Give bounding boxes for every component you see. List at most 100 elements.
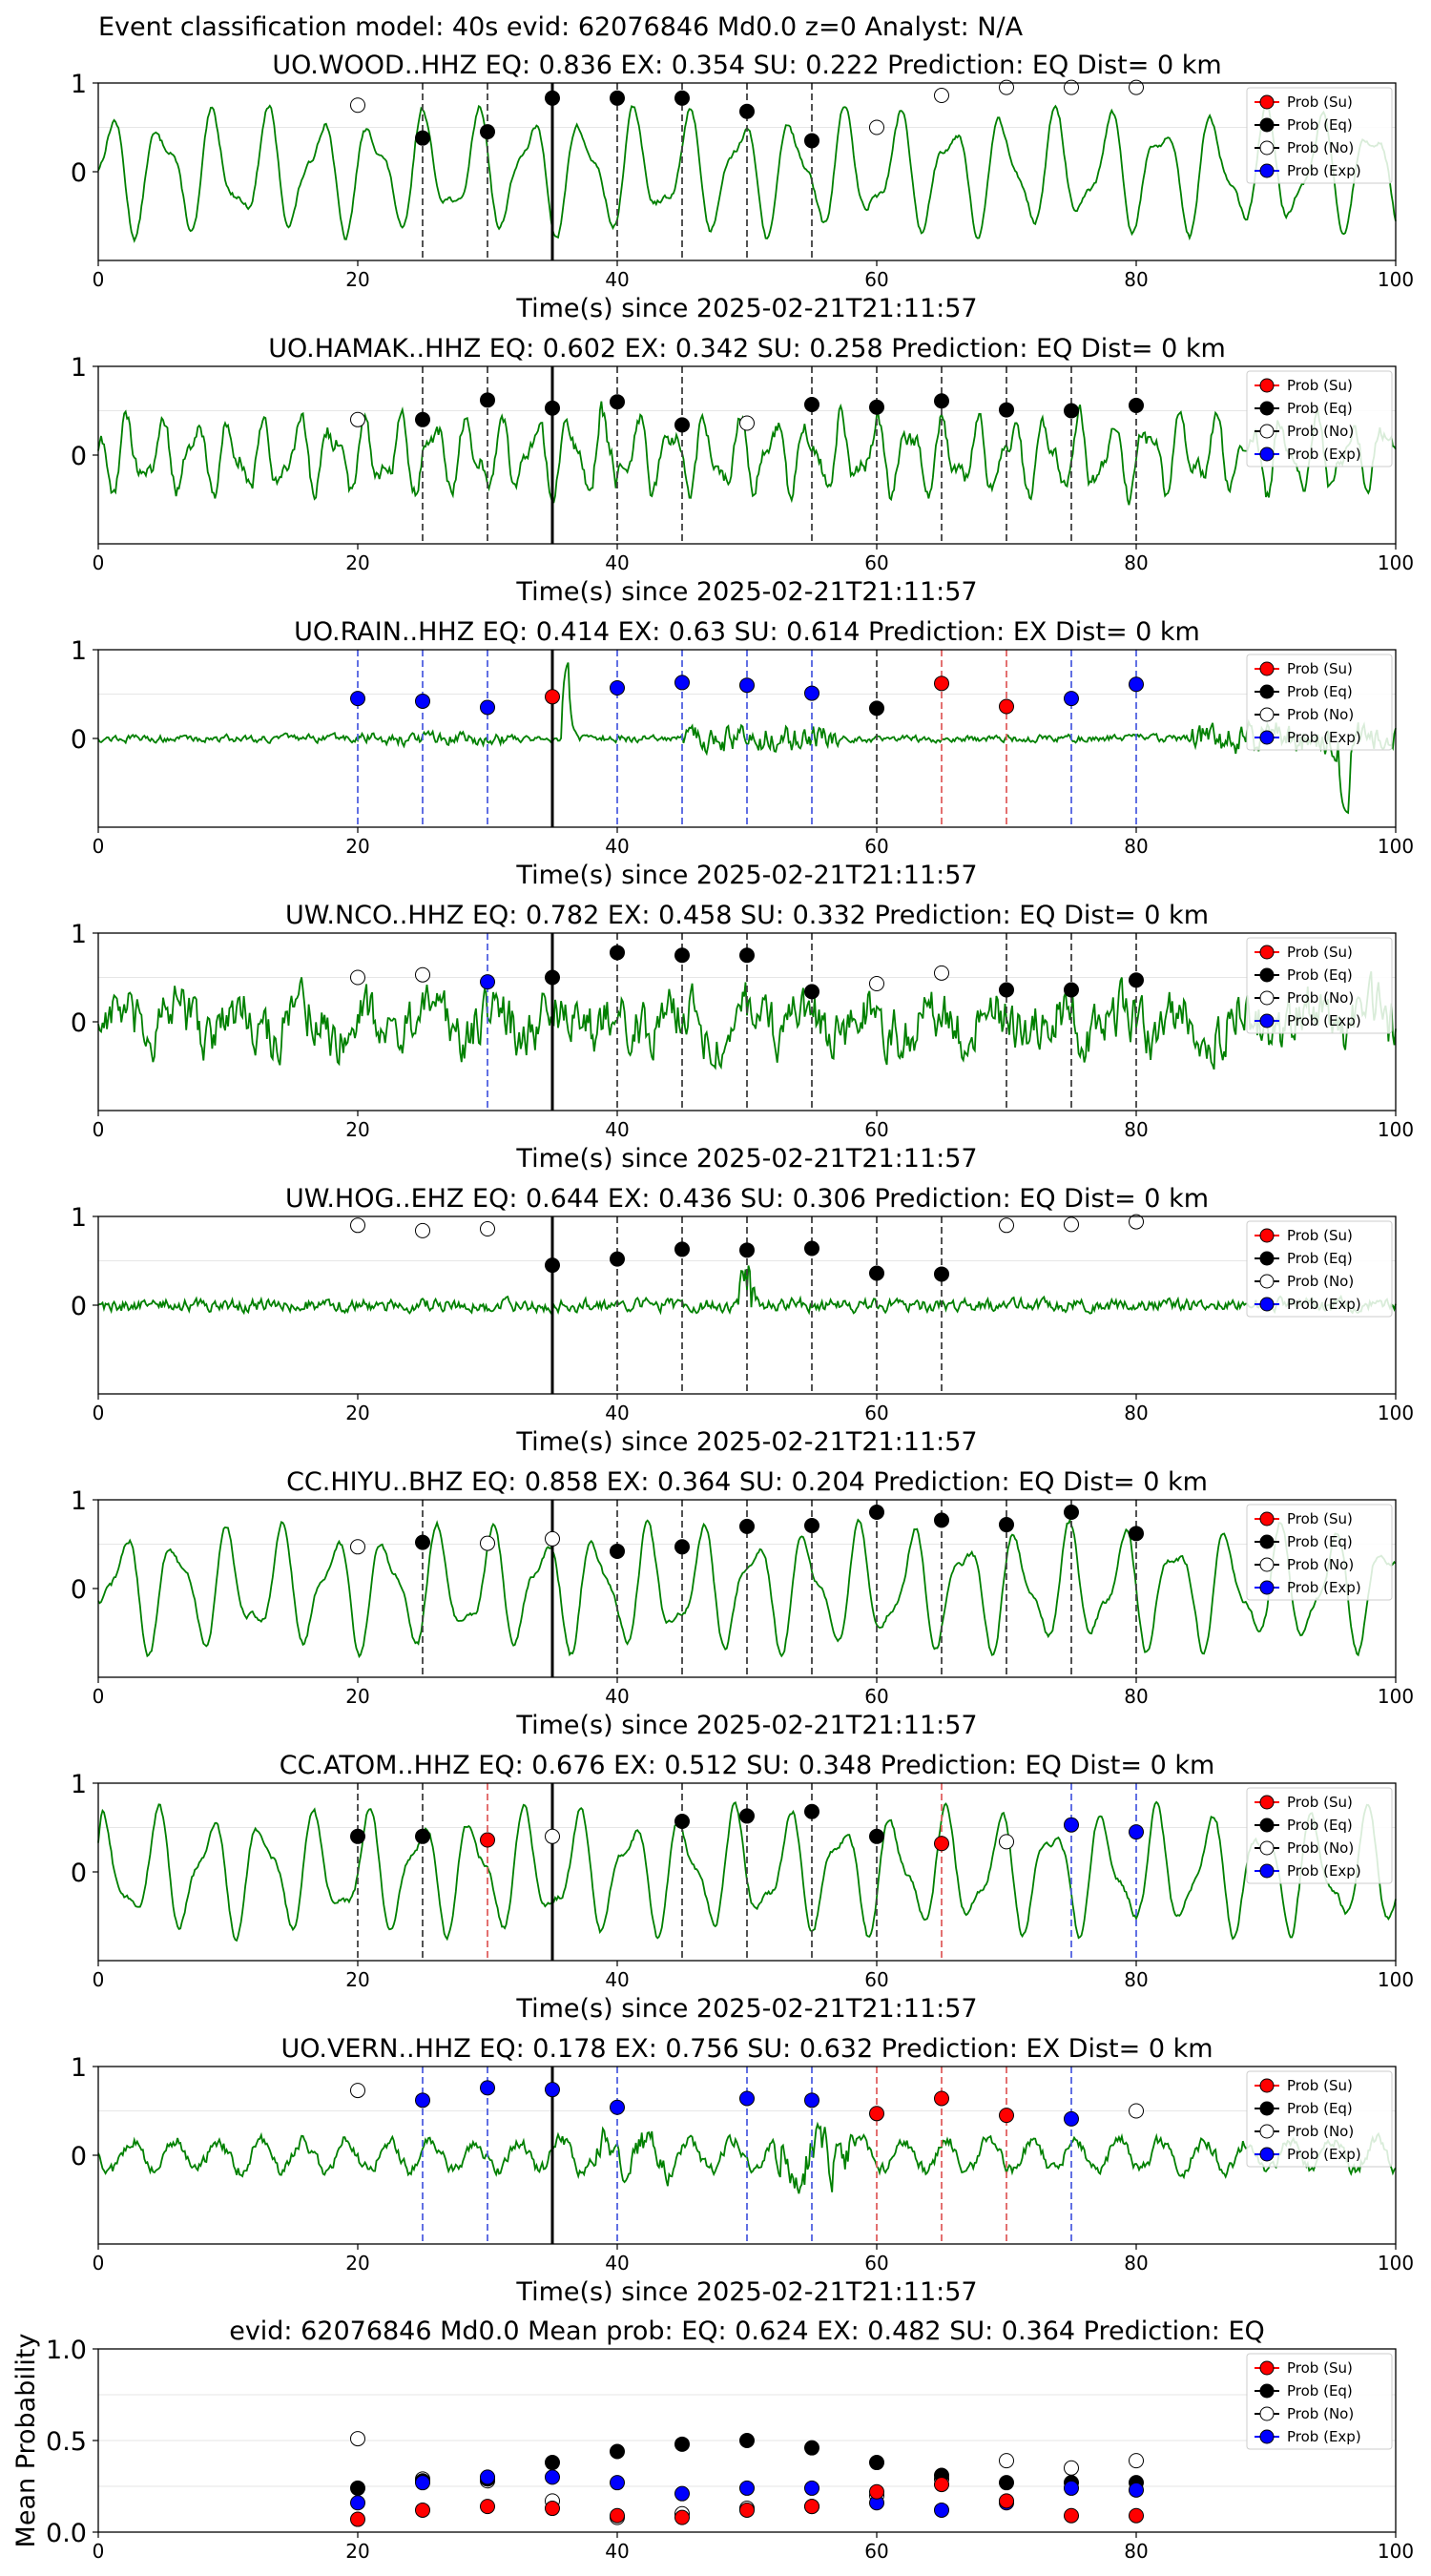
panel-3-xtick-label-0: 0 xyxy=(93,1118,105,1141)
panel-0-legend-marker-2 xyxy=(1259,140,1275,156)
panel-7-legend-label-3: Prob (Exp) xyxy=(1287,2146,1361,2163)
summary-marker-no-0 xyxy=(350,2431,365,2447)
panel-0-xtick-label-0: 0 xyxy=(93,268,105,291)
panel-7-prob-marker-5 xyxy=(739,2090,755,2107)
panel-1-xtick-label-5: 100 xyxy=(1378,551,1414,574)
panel-4-legend-label-3: Prob (Exp) xyxy=(1287,1296,1361,1313)
panel-1-xlabel: Time(s) since 2025-02-21T21:11:57 xyxy=(515,577,977,607)
panel-1-prob-marker-11 xyxy=(1064,403,1079,419)
summary-marker-su-6 xyxy=(739,2502,755,2518)
panel-0-prob-marker-2 xyxy=(480,124,495,140)
panel-6-legend-marker-3 xyxy=(1259,1863,1275,1879)
summary-marker-no-11 xyxy=(1064,2460,1079,2476)
panel-6-ytick-label-1: 0 xyxy=(71,1859,87,1888)
panel-7-legend-label-1: Prob (Eq) xyxy=(1287,2100,1353,2117)
panel-6-prob-marker-7 xyxy=(869,1828,884,1844)
panel-6-title: CC.ATOM..HHZ EQ: 0.676 EX: 0.512 SU: 0.3… xyxy=(280,1751,1215,1780)
panel-7-ytick-label-1: 0 xyxy=(71,2142,87,2171)
panel-4-ytick-label-1: 0 xyxy=(71,1292,87,1321)
summary-marker-exp-4 xyxy=(610,2475,625,2491)
summary-panel: evid: 62076846 Md0.0 Mean prob: EQ: 0.62… xyxy=(11,2316,1414,2563)
panel-7-prob-marker-3 xyxy=(545,2082,560,2098)
panel-6-ytick-label-0: 1 xyxy=(71,1770,87,1799)
panel-1-legend-marker-2 xyxy=(1259,424,1275,439)
panel-3-ytick-label-1: 0 xyxy=(71,1008,87,1038)
panel-5-title: CC.HIYU..BHZ EQ: 0.858 EX: 0.364 SU: 0.2… xyxy=(286,1467,1208,1497)
panel-4-prob-marker-4 xyxy=(610,1251,625,1267)
panel-1-legend-label-0: Prob (Su) xyxy=(1287,377,1353,394)
panel-0-prob-marker-3 xyxy=(545,90,560,106)
panel-4-prob-marker-12 xyxy=(1129,1214,1144,1230)
panel-4-xtick-label-2: 40 xyxy=(605,1402,629,1424)
panel-5-legend-box xyxy=(1246,1504,1393,1601)
panel-4-prob-marker-5 xyxy=(674,1241,690,1257)
panel-3-prob-marker-12 xyxy=(1129,972,1144,988)
panel-7-legend-label-0: Prob (Su) xyxy=(1287,2077,1353,2094)
panel-0-legend-marker-3 xyxy=(1259,163,1275,178)
panel-0-prob-marker-9 xyxy=(934,88,949,104)
panel-4-legend-label-0: Prob (Su) xyxy=(1287,1227,1353,1244)
panel-6-xtick-label-0: 0 xyxy=(93,1968,105,1991)
panel-2-prob-marker-0 xyxy=(350,691,365,707)
panel-2-prob-marker-8 xyxy=(869,700,884,717)
panel-3-legend-marker-2 xyxy=(1259,990,1275,1006)
panel-1-legend-marker-3 xyxy=(1259,447,1275,462)
summary-marker-eq-7 xyxy=(804,2440,819,2456)
panel-4-prob-marker-1 xyxy=(415,1222,430,1238)
summary-marker-su-1 xyxy=(415,2502,430,2518)
panel-7-legend-marker-0 xyxy=(1259,2078,1275,2093)
panel-2-legend-marker-0 xyxy=(1259,661,1275,676)
panel-3-legend-box xyxy=(1246,937,1393,1034)
panel-6-xtick-label-5: 100 xyxy=(1378,1968,1414,1991)
panel-0-legend-label-2: Prob (No) xyxy=(1287,139,1354,156)
panel-5-prob-marker-7 xyxy=(804,1517,819,1533)
summary-xtick-label-2: 40 xyxy=(605,2540,629,2563)
panel-2-prob-marker-9 xyxy=(934,675,949,692)
panel-2-ytick-label-0: 1 xyxy=(71,636,87,666)
panel-4-xtick-label-3: 60 xyxy=(864,1402,888,1424)
panel-7-prob-marker-9 xyxy=(999,2108,1014,2124)
summary-marker-exp-0 xyxy=(350,2495,365,2511)
panel-7-prob-marker-8 xyxy=(934,2090,949,2107)
panel-4-xtick-label-0: 0 xyxy=(93,1402,105,1424)
panel-6-legend-label-0: Prob (Su) xyxy=(1287,1794,1353,1811)
panel-0-xtick-label-3: 60 xyxy=(864,268,888,291)
panel-3-legend-label-1: Prob (Eq) xyxy=(1287,966,1353,984)
panel-6-prob-marker-9 xyxy=(999,1834,1014,1850)
panel-0-legend-marker-0 xyxy=(1259,94,1275,110)
panel-0-prob-marker-7 xyxy=(804,133,819,149)
panel-3-prob-marker-11 xyxy=(1064,982,1079,998)
summary-marker-exp-7 xyxy=(804,2480,819,2496)
panel-1-prob-marker-0 xyxy=(350,411,365,427)
figure-title: Event classification model: 40s evid: 62… xyxy=(98,12,1024,42)
panel-2-prob-marker-3 xyxy=(545,689,560,705)
panel-2-legend-label-3: Prob (Exp) xyxy=(1287,729,1361,746)
panel-2-prob-marker-7 xyxy=(804,685,819,701)
summary-marker-su-10 xyxy=(999,2493,1014,2509)
panel-4-prob-marker-10 xyxy=(999,1217,1014,1234)
summary-legend-label-0: Prob (Su) xyxy=(1287,2359,1353,2377)
panel-2-legend-marker-2 xyxy=(1259,707,1275,722)
panel-6-legend-label-3: Prob (Exp) xyxy=(1287,1862,1361,1880)
panel-1-xtick-label-2: 40 xyxy=(605,551,629,574)
panel-3-legend-marker-1 xyxy=(1259,967,1275,983)
panel-6-prob-marker-2 xyxy=(480,1832,495,1848)
panel-6-prob-marker-5 xyxy=(739,1808,755,1824)
summary-marker-no-12 xyxy=(1129,2453,1144,2469)
panel-7-xtick-label-5: 100 xyxy=(1378,2252,1414,2275)
panel-5-legend-label-3: Prob (Exp) xyxy=(1287,1579,1361,1596)
panel-2-prob-marker-5 xyxy=(674,675,690,691)
panel-2-legend-label-1: Prob (Eq) xyxy=(1287,683,1353,700)
panel-6-xlabel: Time(s) since 2025-02-21T21:11:57 xyxy=(515,1994,977,2024)
panel-7-title: UO.VERN..HHZ EQ: 0.178 EX: 0.756 SU: 0.6… xyxy=(280,2034,1213,2064)
panel-6-legend-box xyxy=(1246,1787,1393,1884)
panel-0-ytick-label-1: 0 xyxy=(71,158,87,188)
panel-7-legend-label-2: Prob (No) xyxy=(1287,2123,1354,2140)
panel-4-legend-marker-1 xyxy=(1259,1251,1275,1266)
summary-ytick-label-0: 1.0 xyxy=(46,2336,87,2365)
panel-4-legend-marker-0 xyxy=(1259,1228,1275,1243)
panel-3-xtick-label-1: 20 xyxy=(345,1118,369,1141)
panel-4-legend-label-2: Prob (No) xyxy=(1287,1273,1354,1290)
panel-5-ytick-label-0: 1 xyxy=(71,1486,87,1516)
panel-0-legend-box xyxy=(1246,87,1393,184)
